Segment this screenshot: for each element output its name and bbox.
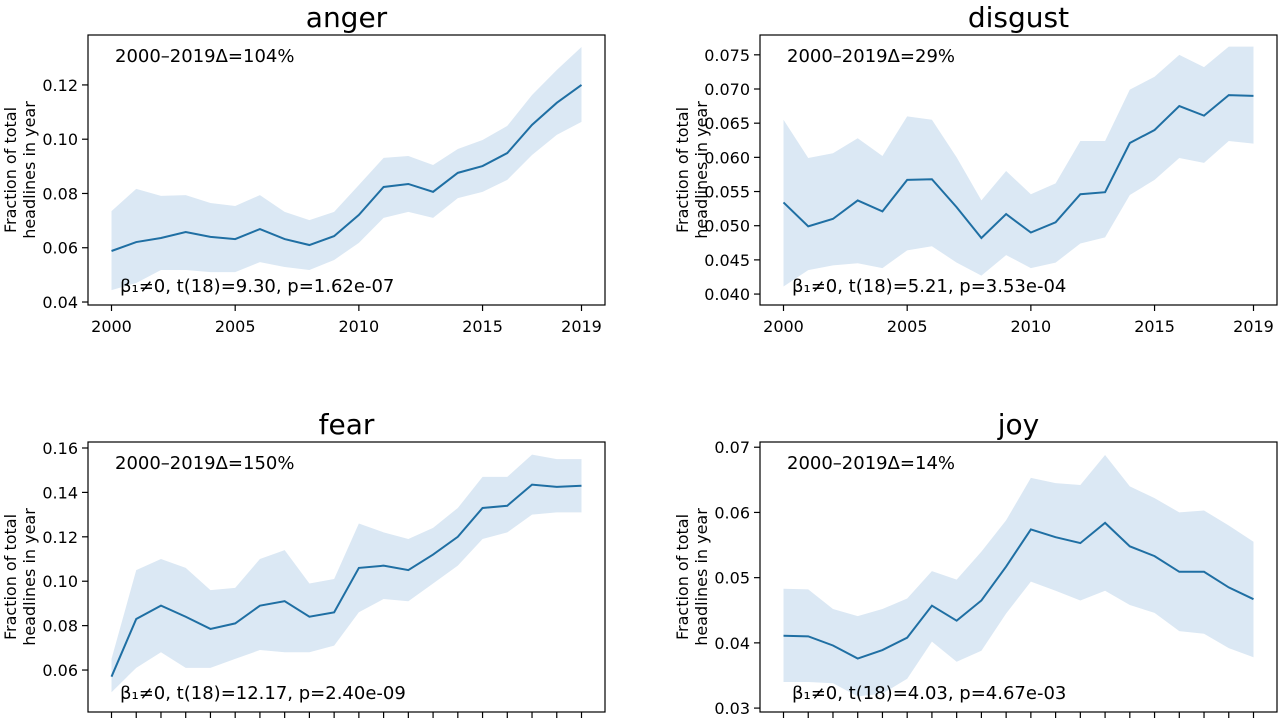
x-tick-label: 2005 <box>215 317 256 336</box>
y-tick-label: 0.055 <box>704 183 750 202</box>
y-tick-label: 0.10 <box>42 130 78 149</box>
panel-title: disgust <box>968 1 1069 34</box>
y-tick-label: 0.08 <box>42 617 78 636</box>
y-tick-label: 0.12 <box>42 528 78 547</box>
stat-annotation: β₁≠0, t(18)=4.03, p=4.67e-03 <box>792 683 1066 704</box>
y-tick-label: 0.08 <box>42 184 78 203</box>
x-tick-label: 2000 <box>91 317 132 336</box>
x-tick-label: 2019 <box>1233 317 1274 336</box>
y-tick-label: 0.07 <box>714 438 750 457</box>
panel-title: joy <box>997 408 1039 441</box>
y-tick-label: 0.16 <box>42 439 78 458</box>
x-tick-label: 2005 <box>887 317 928 336</box>
y-tick-label: 0.06 <box>42 239 78 258</box>
y-axis-label-line: headlines in year <box>692 508 711 646</box>
y-tick-label: 0.10 <box>42 572 78 591</box>
y-axis-label-line: Fraction of total <box>1 107 20 233</box>
y-tick-label: 0.14 <box>42 483 78 502</box>
line <box>782 94 1254 240</box>
y-tick-label: 0.04 <box>42 293 78 312</box>
y-tick-label: 0.070 <box>704 80 750 99</box>
annotation: 2000–2019Δ=14% <box>787 453 955 474</box>
x-tick-label: 2019 <box>561 317 602 336</box>
plot-frame <box>759 34 1278 306</box>
confidence-band <box>783 46 1254 287</box>
annotation: 2000–2019Δ=29% <box>787 46 955 67</box>
plot-frame <box>759 441 1278 713</box>
y-axis-label-line: headlines in year <box>20 508 39 646</box>
y-tick-label: 0.060 <box>704 148 750 167</box>
confidence-band <box>111 454 582 693</box>
annotation: 2000–2019Δ=104% <box>115 46 294 67</box>
y-axis-label: Fraction of totalheadlines in year <box>673 101 711 239</box>
y-axis-label-line: Fraction of total <box>1 514 20 640</box>
stat-annotation: β₁≠0, t(18)=9.30, p=1.62e-07 <box>120 276 394 297</box>
x-tick-label: 2010 <box>339 317 380 336</box>
y-tick-label: 0.065 <box>704 114 750 133</box>
x-tick-label: 2010 <box>1011 317 1052 336</box>
y-axis-label-line: headlines in year <box>692 101 711 239</box>
y-tick-label: 0.06 <box>714 503 750 522</box>
y-axis-label-line: Fraction of total <box>673 514 692 640</box>
line <box>783 521 1254 660</box>
y-tick-label: 0.06 <box>42 661 78 680</box>
y-tick-label: 0.03 <box>714 699 750 718</box>
x-tick-label: 2015 <box>462 317 503 336</box>
y-tick-label: 0.05 <box>714 569 750 588</box>
stat-annotation: β₁≠0, t(18)=12.17, p=2.40e-09 <box>120 683 406 704</box>
x-tick-label: 2000 <box>763 317 804 336</box>
panel-title: fear <box>319 408 375 441</box>
confidence-band <box>111 46 582 291</box>
y-tick-label: 0.075 <box>704 46 750 65</box>
y-tick-label: 0.12 <box>42 76 78 95</box>
y-axis-label: Fraction of totalheadlines in year <box>673 508 711 646</box>
y-tick-label: 0.045 <box>704 251 750 270</box>
y-axis-label: Fraction of totalheadlines in year <box>1 101 39 239</box>
line <box>110 483 582 678</box>
y-axis-label: Fraction of totalheadlines in year <box>1 508 39 646</box>
plot-frame <box>87 441 606 713</box>
y-tick-label: 0.04 <box>714 634 750 653</box>
y-axis-label-line: headlines in year <box>20 101 39 239</box>
y-axis-label-line: Fraction of total <box>673 107 692 233</box>
stat-annotation: β₁≠0, t(18)=5.21, p=3.53e-04 <box>792 276 1066 297</box>
plot-frame <box>87 34 606 306</box>
annotation: 2000–2019Δ=150% <box>115 453 294 474</box>
line <box>111 84 583 252</box>
x-tick-label: 2015 <box>1134 317 1175 336</box>
confidence-band <box>783 455 1254 697</box>
panel-title: anger <box>306 1 388 34</box>
y-tick-label: 0.040 <box>704 285 750 304</box>
y-tick-label: 0.050 <box>704 217 750 236</box>
